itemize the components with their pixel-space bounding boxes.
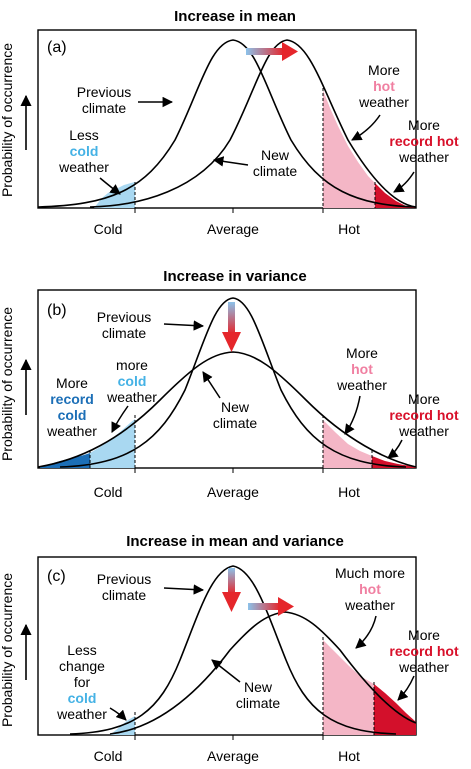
panel-c-y-axis-label: Probability of occurrence (0, 573, 32, 727)
panel-a-new-label: New climate (253, 147, 298, 179)
panel-c-hot-area (323, 640, 374, 735)
x-tick-cold: Cold (94, 221, 123, 237)
panel-b-more-hot-pointer (344, 395, 361, 435)
panel-a-previous-curve (37, 39, 417, 208)
x-tick-hot: Hot (338, 221, 360, 237)
panel-c-previous-curve (69, 565, 397, 735)
panel-b-more-cold-label: more cold weather (106, 357, 157, 405)
panel-c-variance-arrow-shaft (228, 568, 235, 594)
panel-b: Increase in variance (b) Probability of … (0, 268, 459, 500)
y-axis-label: Probability of occurrence (0, 573, 15, 727)
panel-c-less-change-label: Less change for cold weather (56, 642, 107, 722)
panel-c-more-hot-label: Much more hot weather (335, 565, 405, 613)
panel-b-new-label: New climate (213, 399, 258, 431)
x-tick-cold: Cold (94, 748, 123, 764)
panel-a-new-curve (89, 39, 417, 208)
panel-c-shift-arrow-head (278, 597, 294, 616)
x-tick-cold: Cold (94, 484, 123, 500)
panel-c-new-curve (109, 611, 417, 735)
x-tick-hot: Hot (338, 748, 360, 764)
panel-c-previous-pointer (163, 584, 205, 595)
panel-a-record-hot-pointer (393, 171, 415, 193)
panel-c-less-change-pointer (109, 707, 127, 721)
panel-b-hot-area (323, 420, 372, 468)
x-tick-hot: Hot (338, 484, 360, 500)
panel-a-record-hot-label: More record hot weather (389, 117, 459, 165)
panel-a-shift-arrow-head (282, 42, 298, 61)
panel-c-more-hot-pointer (355, 615, 377, 649)
panel-a-frame (37, 29, 417, 209)
panel-a-hot-area (323, 90, 375, 208)
panel-b-x-ticks: Cold Average Hot (94, 468, 360, 500)
panel-b-more-cold-pointer (111, 405, 129, 433)
panel-a-title: Increase in mean (174, 8, 296, 25)
panel-b-variance-arrow-head (222, 332, 241, 352)
panel-b-more-hot-label: More hot weather (336, 345, 387, 393)
panel-b-record-hot-label: More record hot weather (389, 391, 459, 439)
panel-b-tag: (b) (47, 302, 67, 319)
y-axis-label: Probability of occurrence (0, 307, 15, 461)
y-axis-label: Probability of occurrence (0, 43, 15, 197)
panel-b-previous-pointer (163, 320, 205, 331)
panel-c: Increase in mean and variance (c) Probab… (0, 533, 459, 764)
panel-b-new-pointer (202, 371, 221, 399)
panel-c-new-pointer (211, 659, 241, 683)
panel-a-more-hot-pointer (351, 114, 381, 141)
panel-b-previous-label: Previous climate (97, 309, 151, 341)
x-tick-average: Average (207, 748, 259, 764)
panel-c-x-ticks: Cold Average Hot (94, 735, 360, 764)
panel-c-variance-arrow-head (222, 592, 241, 612)
panel-c-tag: (c) (47, 568, 66, 585)
panel-c-new-label: New climate (236, 679, 281, 711)
panel-b-previous-curve (59, 297, 407, 468)
x-tick-average: Average (207, 484, 259, 500)
panel-b-new-curve (37, 351, 417, 468)
panel-c-title: Increase in mean and variance (126, 533, 344, 550)
panel-a-shift-arrow-shaft (246, 48, 284, 55)
panel-a-less-cold-label: Less cold weather (58, 127, 109, 175)
panel-b-record-hot-pointer (387, 439, 403, 459)
panel-a-less-cold-pointer (99, 177, 121, 195)
panel-c-previous-label: Previous climate (97, 571, 151, 603)
panel-a-y-axis-label: Probability of occurrence (0, 43, 32, 197)
panel-c-frame (37, 556, 417, 736)
panel-a-previous-label: Previous climate (77, 84, 131, 116)
panel-a-more-hot-label: More hot weather (358, 62, 409, 110)
panel-c-record-hot-label: More record hot weather (389, 627, 459, 675)
panel-a-x-ticks: Cold Average Hot (94, 208, 360, 237)
panel-b-frame (37, 289, 417, 469)
panel-c-record-hot-pointer (397, 675, 415, 701)
panel-a: Increase in mean (a) Probability of occu… (0, 8, 459, 237)
panel-c-shift-arrow-shaft (248, 603, 280, 610)
panel-b-y-axis-label: Probability of occurrence (0, 307, 32, 461)
panel-b-title: Increase in variance (163, 268, 306, 285)
panel-a-tag: (a) (47, 39, 67, 56)
panel-a-new-pointer (212, 156, 249, 167)
panel-b-variance-arrow-shaft (228, 302, 235, 334)
x-tick-average: Average (207, 221, 259, 237)
panel-a-record-hot-area (375, 183, 416, 208)
panel-b-record-cold-label: More record cold weather (46, 375, 97, 439)
